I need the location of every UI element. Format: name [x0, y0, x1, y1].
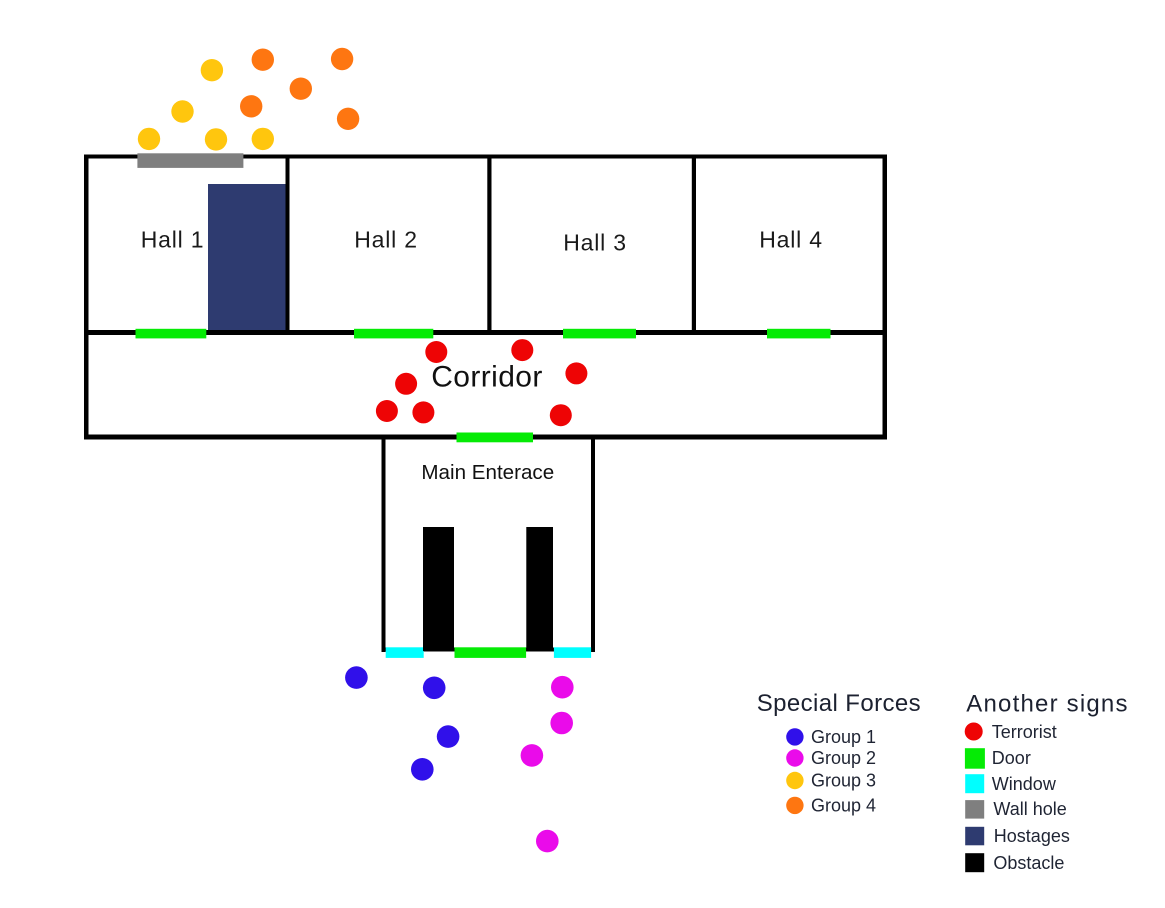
svg-text:Corridor: Corridor	[431, 360, 543, 393]
svg-text:Group 4: Group 4	[811, 795, 876, 815]
svg-text:Hostages: Hostages	[994, 826, 1070, 846]
svg-text:Window: Window	[992, 774, 1057, 794]
svg-text:Special Forces: Special Forces	[757, 690, 921, 717]
svg-text:Terrorist: Terrorist	[992, 722, 1057, 742]
svg-text:Another signs: Another signs	[966, 691, 1128, 718]
svg-text:Hall 1: Hall 1	[141, 227, 205, 253]
svg-text:Group 3: Group 3	[811, 771, 876, 791]
svg-text:Main Enterace: Main Enterace	[421, 461, 554, 484]
svg-text:Group 2: Group 2	[811, 748, 876, 768]
svg-text:Obstacle: Obstacle	[993, 853, 1064, 873]
svg-text:Hall 4: Hall 4	[759, 227, 823, 253]
svg-text:Door: Door	[992, 748, 1031, 768]
svg-text:Group 1: Group 1	[811, 727, 876, 747]
svg-text:Hall 2: Hall 2	[354, 227, 418, 253]
svg-text:Hall 3: Hall 3	[563, 230, 627, 256]
svg-text:Wall hole: Wall hole	[993, 799, 1066, 819]
